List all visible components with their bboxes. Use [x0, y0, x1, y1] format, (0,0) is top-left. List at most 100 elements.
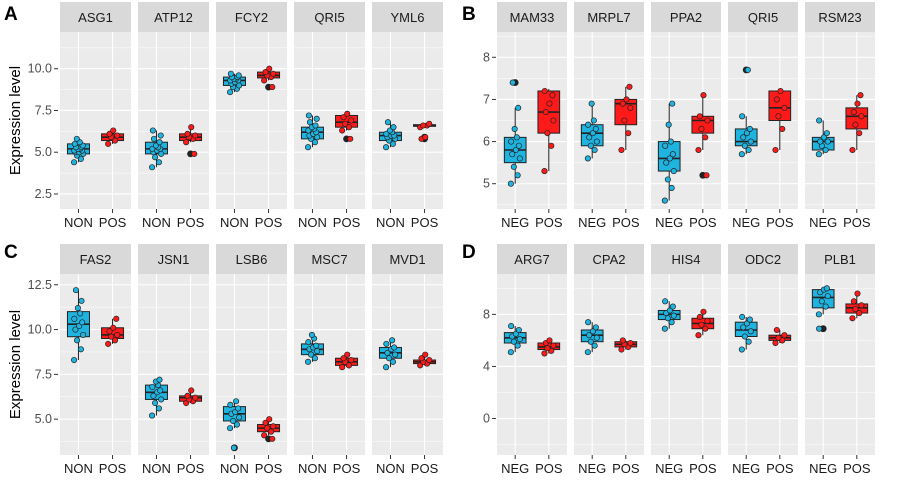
y-tick-label: 7: [483, 92, 490, 106]
y-tick-label: 5: [483, 177, 490, 191]
facet-yml6: YML6 NON POS: [372, 2, 443, 230]
data-point: [849, 315, 856, 322]
data-point: [592, 324, 599, 331]
data-point: [509, 79, 516, 86]
box-pos: [537, 87, 561, 175]
facet-strip: [372, 244, 443, 274]
facet-title: FCY2: [235, 10, 268, 25]
data-point: [384, 119, 392, 126]
data-point: [670, 168, 677, 175]
facet-rsm23: RSM23 NEG POS: [805, 2, 875, 230]
facet-title: MSC7: [311, 252, 347, 267]
box-pos: [614, 337, 638, 353]
facet-plot-area: [138, 32, 209, 209]
facet-strip: [497, 244, 567, 274]
data-point: [383, 144, 390, 151]
box-neg: [811, 117, 835, 158]
data-point: [668, 319, 675, 326]
box-pos: [614, 83, 638, 154]
data-point: [668, 184, 675, 191]
facet-strip: [60, 2, 131, 32]
data-point: [824, 138, 831, 145]
box-neg: [734, 313, 758, 353]
box-pos: [335, 351, 359, 371]
facet-plot-area: [60, 274, 131, 455]
data-point: [340, 114, 347, 121]
box-pos: [768, 326, 792, 347]
facet-strip: [574, 2, 644, 32]
data-point: [739, 313, 746, 321]
data-point: [71, 315, 78, 322]
facet-strip: [216, 244, 287, 274]
data-point: [772, 339, 779, 347]
x-tick-label: NEG: [655, 461, 683, 476]
data-point: [155, 405, 162, 412]
data-point: [509, 151, 516, 158]
facet-title: CPA2: [593, 252, 626, 267]
facet-asg1: ASG1 NON POS: [60, 2, 131, 230]
y-axis-label: Expression level: [7, 310, 24, 419]
data-point: [192, 394, 199, 401]
facet-title: RSM23: [818, 10, 861, 25]
panel-label-B: B: [462, 4, 476, 25]
data-point: [266, 416, 273, 423]
data-point: [592, 125, 599, 132]
facet-title: LSB6: [236, 252, 268, 267]
facet-title: MAM33: [510, 10, 555, 25]
x-tick-label: NON: [298, 215, 327, 230]
data-point: [775, 334, 782, 341]
data-point: [623, 96, 630, 103]
data-point: [741, 333, 748, 340]
data-point: [264, 425, 271, 432]
box-pos: [179, 387, 203, 407]
data-point: [77, 155, 84, 162]
x-tick-label: POS: [255, 461, 283, 476]
data-point: [666, 155, 673, 162]
box-pos: [257, 416, 281, 443]
x-tick-label: POS: [99, 215, 127, 230]
y-tick-label: 10.0: [28, 323, 52, 337]
data-point: [261, 77, 268, 84]
data-point: [383, 340, 390, 347]
x-tick-label: NEG: [809, 215, 837, 230]
data-point: [348, 117, 355, 124]
data-point: [157, 387, 164, 394]
data-point: [627, 104, 634, 111]
data-point: [156, 376, 163, 383]
box-non: [378, 337, 402, 371]
data-point: [586, 134, 593, 141]
y-tick-label: 0: [483, 412, 490, 426]
x-tick-label: NON: [298, 461, 327, 476]
box-non: [66, 287, 90, 364]
facet-strip: [216, 2, 287, 32]
data-point: [664, 176, 671, 183]
data-point: [775, 113, 782, 120]
y-tick-label: 12.5: [28, 278, 52, 292]
box-non: [222, 398, 246, 452]
data-point: [422, 134, 429, 141]
data-point: [549, 92, 556, 99]
data-point: [586, 332, 593, 339]
x-tick-label: POS: [612, 215, 640, 230]
data-point: [743, 130, 750, 137]
data-point: [515, 104, 522, 111]
data-point: [663, 159, 670, 166]
data-point: [704, 317, 711, 324]
facet-title: QRI5: [314, 10, 344, 25]
data-point: [389, 337, 396, 344]
data-point: [233, 398, 240, 405]
facet-cpa2: CPA2 NEG POS: [574, 244, 644, 476]
data-point: [857, 92, 864, 99]
box-neg: [503, 79, 527, 187]
x-tick-label: POS: [843, 461, 871, 476]
data-point: [513, 134, 520, 141]
data-point: [149, 383, 156, 390]
data-point: [426, 356, 433, 364]
facet-title: ATP12: [154, 10, 193, 25]
facet-title: QRI5: [748, 10, 778, 25]
data-point: [618, 346, 625, 353]
data-point: [110, 324, 117, 331]
facet-title: YML6: [391, 10, 425, 25]
data-point: [546, 337, 553, 344]
facet-mvd1: MVD1 NON POS: [372, 244, 443, 476]
